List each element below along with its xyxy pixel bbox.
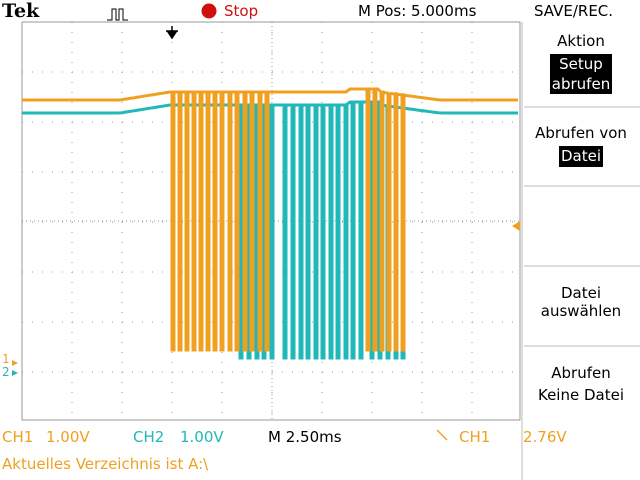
button-text: abrufen (551, 75, 611, 93)
trigger-source: CH1 (459, 428, 491, 446)
button-text: Abrufen (551, 364, 611, 382)
timebase: M 2.50ms (268, 428, 342, 446)
ch2-trace (22, 100, 518, 360)
acquire-icon (107, 8, 128, 21)
brand: Tek (2, 0, 40, 22)
ch1-scale: 1.00V (46, 428, 90, 446)
ch2-scale: 1.00V (180, 428, 224, 446)
menu-label: Abrufen von (535, 124, 627, 142)
button-text: Datei (560, 284, 602, 302)
menu-title: SAVE/REC. (534, 2, 614, 20)
ch2-ground-marker (12, 370, 18, 376)
ch1-trace (22, 87, 518, 352)
button-text: Setup (559, 55, 603, 73)
button-text: auswählen (540, 302, 622, 320)
menu-label: Aktion (557, 32, 605, 50)
stop-icon (201, 3, 217, 19)
ch2-label: CH2 (133, 428, 165, 446)
ch2-marker: 2 (2, 365, 10, 379)
run-status: Stop (224, 2, 259, 20)
directory-status: Aktuelles Verzeichnis ist A:\ (2, 455, 209, 473)
ch1-ground-marker (12, 360, 18, 366)
horizontal-position: M Pos: 5.000ms (358, 2, 477, 20)
trigger-position-marker (166, 26, 178, 40)
menu-button[interactable]: Datei auswählen (524, 284, 638, 320)
menu-button[interactable]: Setup abrufen (524, 54, 638, 94)
trigger-slope-icon (436, 429, 448, 441)
trigger-level: 2.76V (523, 428, 567, 446)
ch1-marker: 1 (2, 352, 10, 366)
trigger-level-marker (512, 221, 520, 231)
menu-button[interactable]: Abrufen Keine Datei (524, 362, 638, 406)
ch1-label: CH1 (2, 428, 34, 446)
button-text: Keine Datei (537, 386, 624, 404)
button-text: Datei (558, 146, 604, 167)
menu-button[interactable]: Datei (524, 146, 638, 167)
